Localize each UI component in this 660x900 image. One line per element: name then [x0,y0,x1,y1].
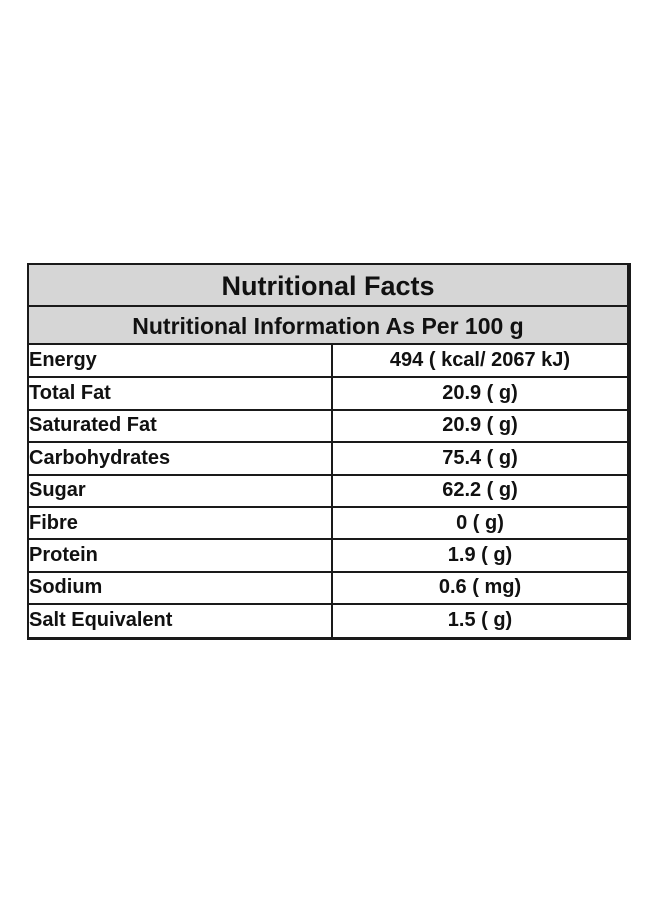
nutrient-label: Energy [29,345,333,378]
nutrient-label: Saturated Fat [29,408,333,443]
nutrient-label: Carbohydrates [29,441,333,475]
table-row: Energy 494 ( kcal/ 2067 kJ) [29,345,627,378]
nutrient-value: 20.9 ( g) [332,376,627,410]
nutrient-label: Protein [29,538,333,572]
table-row: Protein 1.9 ( g) [29,538,627,572]
table-row: Sugar 62.2 ( g) [29,473,627,507]
nutrient-value: 1.5 ( g) [332,603,627,637]
nutrient-label: Total Fat [29,376,333,410]
nutrient-label: Fibre [29,505,333,540]
nutrient-label: Sodium [29,570,333,605]
nutrient-value: 1.9 ( g) [332,538,627,572]
table-row: Carbohydrates 75.4 ( g) [29,441,627,475]
nutrition-title: Nutritional Facts [29,265,627,307]
nutrient-value: 0.6 ( mg) [332,570,627,605]
nutrient-value: 75.4 ( g) [332,441,627,475]
nutrient-label: Salt Equivalent [29,603,333,637]
nutrient-value: 20.9 ( g) [332,408,627,443]
nutrition-subtitle: Nutritional Information As Per 100 g [29,307,627,345]
nutrient-value: 62.2 ( g) [332,473,627,507]
table-row: Salt Equivalent 1.5 ( g) [29,603,627,637]
nutrition-facts-panel: Nutritional Facts Nutritional Informatio… [27,263,631,640]
table-row: Saturated Fat 20.9 ( g) [29,408,627,443]
nutrient-label: Sugar [29,473,333,507]
nutrient-value: 0 ( g) [332,505,627,540]
table-row: Total Fat 20.9 ( g) [29,376,627,410]
nutrient-value: 494 ( kcal/ 2067 kJ) [389,349,571,372]
nutrition-table: Energy 494 ( kcal/ 2067 kJ) Total Fat 20… [29,345,627,637]
table-row: Sodium 0.6 ( mg) [29,570,627,605]
table-row: Fibre 0 ( g) [29,505,627,540]
